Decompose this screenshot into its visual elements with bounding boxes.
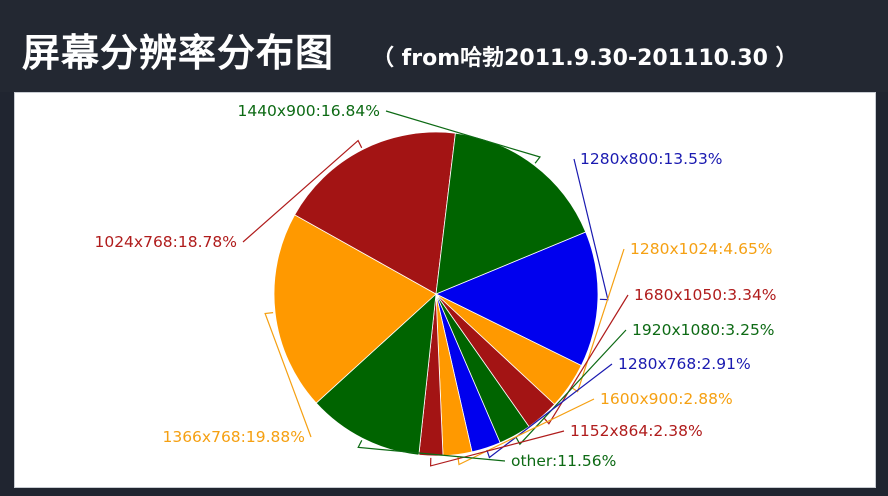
pie-slice [294,131,456,295]
slice-label: 1024x768:18.78% [94,233,237,251]
pie-slice [315,292,437,456]
pie-slices [273,131,599,457]
slice-label: 1280x1024:4.65% [630,240,773,258]
page-subtitle: （ from哈勃2011.9.30-201110.30 ） [372,46,798,71]
slice-label: 1280x768:2.91% [618,355,751,373]
leader-line [515,329,627,446]
slice-label: 1152x864:2.38% [570,422,703,440]
leader-line [264,312,312,438]
leader-line [357,440,506,462]
slice-label: 1600x900:2.88% [600,390,733,408]
leader-line [242,139,363,243]
pie-chart: 1280x800:13.53% 1280x1024:4.65% 1680x1050:… [94,102,776,470]
slice-label: 1680x1050:3.34% [634,286,777,304]
slice-label: 1366x768:19.88% [162,428,305,446]
slice-label: 1280x800:13.53% [580,150,723,168]
slice-label: other:11.56% [511,452,616,470]
leader-line [429,430,565,467]
pie-slice [435,231,599,367]
chart-panel: 1280x800:13.53% 1280x1024:4.65% 1680x1050:… [14,92,876,488]
leader-line [570,248,625,393]
leader-lines [242,110,629,467]
leader-line [385,110,542,164]
slice-label: 1440x900:16.84% [237,102,380,120]
pie-slice [273,214,437,404]
header-bar: 屏幕分辨率分布图 （ from哈勃2011.9.30-201110.30 ） [0,0,888,92]
leader-line [486,363,613,459]
page-title: 屏幕分辨率分布图 [22,31,335,75]
slice-labels: 1280x800:13.53% 1280x1024:4.65% 1680x1050:… [94,102,776,470]
slice-label: 1920x1080:3.25% [632,321,775,339]
leader-line [543,294,629,425]
